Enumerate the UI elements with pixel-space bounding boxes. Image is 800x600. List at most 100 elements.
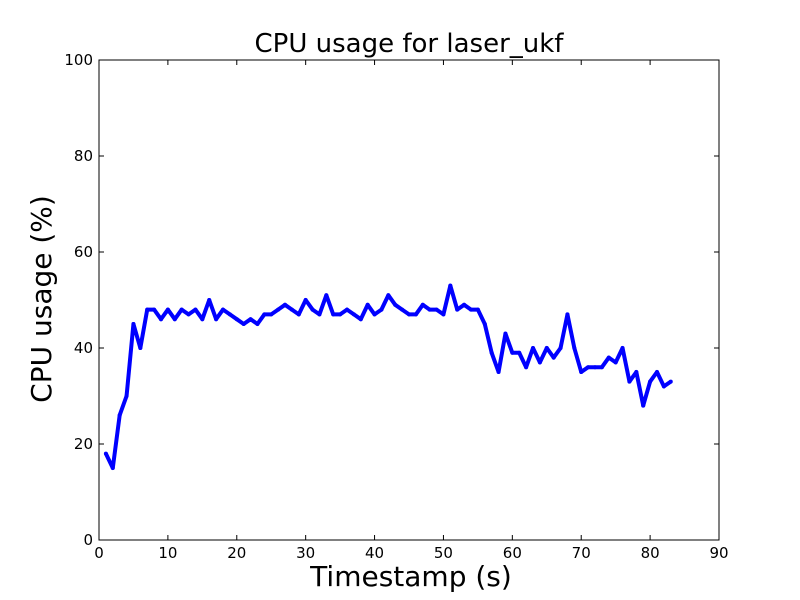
data-point [179, 307, 184, 312]
data-point [324, 293, 329, 298]
data-point [386, 293, 391, 298]
x-tick-label: 30 [296, 544, 315, 562]
data-point [207, 298, 212, 302]
data-point [172, 317, 177, 322]
data-point [227, 312, 232, 317]
data-point [469, 307, 473, 312]
y-tick-label: 0 [83, 531, 93, 549]
data-point [131, 322, 136, 326]
data-point [489, 350, 494, 355]
data-point [579, 370, 584, 374]
x-tick-label: 50 [434, 544, 453, 562]
data-point [593, 365, 597, 370]
x-axis-label: Timestamp (s) [309, 560, 512, 593]
x-tick-label: 20 [227, 544, 246, 562]
data-point [455, 307, 460, 312]
data-point [524, 365, 529, 370]
data-point [159, 317, 163, 322]
data-point [668, 379, 673, 384]
data-point [310, 307, 315, 312]
data-point [400, 307, 405, 312]
data-point [565, 312, 570, 317]
data-point [661, 384, 666, 389]
data-point [510, 350, 515, 355]
data-point [289, 307, 294, 312]
x-tick-label: 70 [572, 544, 591, 562]
data-point [372, 312, 377, 317]
data-point [145, 307, 150, 312]
data-point [269, 312, 274, 317]
y-axis-label: CPU usage (%) [25, 195, 58, 403]
data-point [558, 346, 563, 350]
data-point [358, 317, 363, 322]
data-point [338, 312, 343, 317]
data-point [296, 312, 301, 317]
data-point [214, 317, 219, 322]
x-tick-label: 60 [503, 544, 522, 562]
data-point [441, 312, 446, 317]
data-point [393, 302, 398, 307]
data-point [248, 317, 253, 322]
data-point [103, 451, 108, 456]
plot-area [98, 59, 720, 541]
data-point [517, 350, 522, 355]
data-point [586, 365, 591, 370]
data-point [283, 302, 287, 307]
data-point [345, 307, 349, 312]
data-point [531, 346, 535, 350]
x-tick-label: 0 [94, 544, 104, 562]
data-point [537, 360, 542, 365]
data-point [234, 317, 239, 322]
y-tick-label: 40 [74, 339, 93, 357]
data-point [200, 317, 205, 322]
data-point [427, 307, 432, 312]
data-point [503, 331, 508, 336]
y-tick-label: 20 [74, 435, 93, 453]
data-point [627, 379, 632, 384]
data-point [572, 346, 577, 350]
data-point [482, 322, 487, 326]
data-point [475, 307, 480, 312]
data-point [193, 307, 198, 312]
data-point [317, 312, 322, 317]
data-point [496, 370, 501, 374]
data-point [462, 302, 467, 307]
x-tick-label: 90 [709, 544, 728, 562]
data-point [152, 307, 157, 312]
data-point [351, 312, 356, 317]
x-tick-label: 40 [365, 544, 384, 562]
data-point [303, 298, 308, 302]
data-point [241, 322, 246, 326]
data-point [331, 312, 336, 317]
data-point [648, 379, 653, 384]
data-point [434, 307, 439, 312]
data-point [641, 403, 646, 408]
data-point [407, 312, 411, 317]
y-tick-label: 80 [74, 147, 93, 165]
data-point [551, 355, 556, 360]
y-tick-label: 60 [74, 243, 93, 261]
data-point [655, 370, 659, 374]
data-point [276, 307, 281, 312]
data-point [606, 355, 611, 360]
chart-title: CPU usage for laser_ukf [255, 29, 565, 59]
series-layer [103, 283, 673, 470]
data-point [379, 307, 384, 312]
data-point [365, 302, 370, 307]
data-point [138, 346, 143, 350]
data-point [413, 312, 418, 317]
x-tick-label: 80 [641, 544, 660, 562]
data-point [262, 312, 267, 317]
data-point [448, 283, 453, 288]
data-point [110, 466, 115, 470]
data-point [186, 312, 191, 317]
y-tick-label: 100 [64, 51, 93, 69]
data-point [613, 360, 618, 365]
data-point [544, 346, 549, 350]
data-point [634, 370, 639, 374]
data-point [599, 365, 604, 370]
data-point [117, 413, 122, 418]
data-point [165, 307, 170, 312]
x-tick-label: 10 [158, 544, 177, 562]
